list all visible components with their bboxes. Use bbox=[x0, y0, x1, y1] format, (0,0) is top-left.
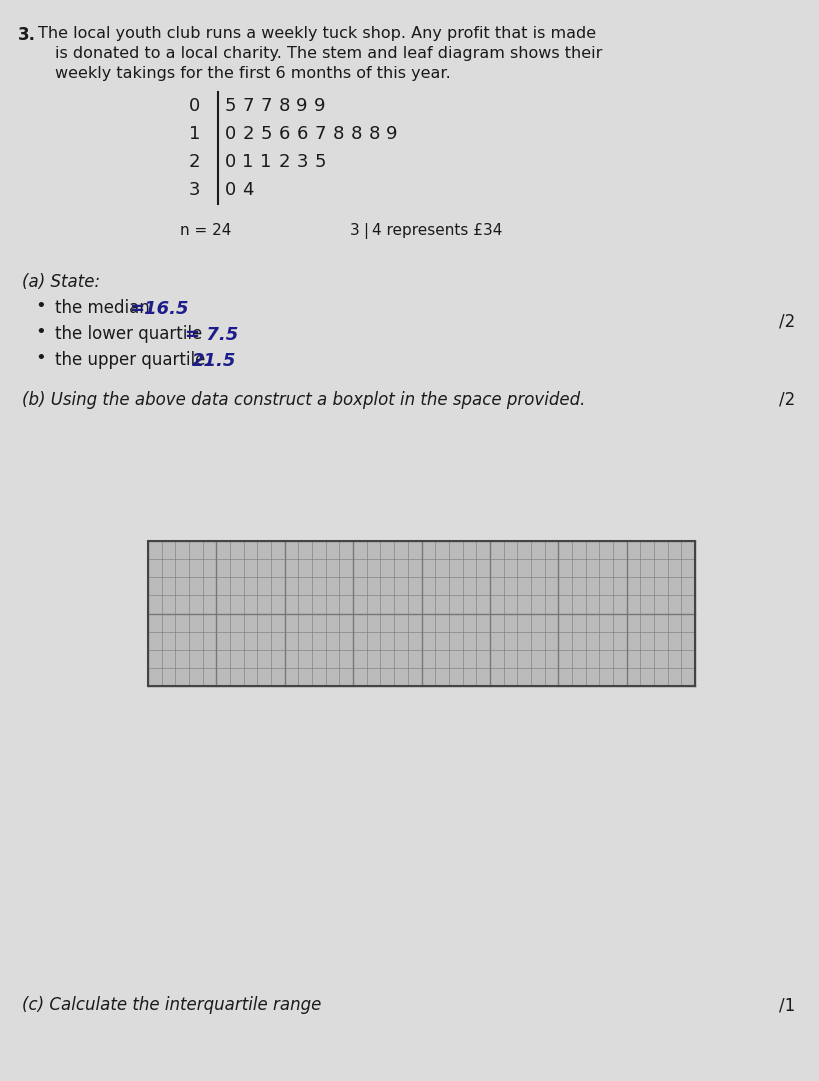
Text: 5: 5 bbox=[260, 125, 272, 143]
Text: 2: 2 bbox=[242, 125, 254, 143]
Text: 4: 4 bbox=[242, 181, 254, 199]
Text: 7: 7 bbox=[314, 125, 326, 143]
Text: 0: 0 bbox=[224, 154, 236, 171]
Text: The local youth club runs a weekly tuck shop. Any profit that is made: The local youth club runs a weekly tuck … bbox=[38, 26, 596, 41]
Text: 21.5: 21.5 bbox=[192, 352, 237, 370]
Text: /2: /2 bbox=[779, 313, 795, 331]
Text: 1: 1 bbox=[260, 154, 272, 171]
Text: 0: 0 bbox=[188, 97, 200, 115]
Text: 0: 0 bbox=[224, 125, 236, 143]
Text: the upper quartile.: the upper quartile. bbox=[55, 351, 210, 369]
Text: 6: 6 bbox=[278, 125, 290, 143]
Text: (c) Calculate the interquartile range: (c) Calculate the interquartile range bbox=[22, 996, 321, 1014]
Text: = 7.5: = 7.5 bbox=[185, 326, 238, 344]
Text: 7: 7 bbox=[242, 97, 254, 115]
Text: 3.: 3. bbox=[18, 26, 36, 44]
Bar bbox=[148, 540, 695, 686]
Text: 7: 7 bbox=[260, 97, 272, 115]
Text: 5: 5 bbox=[314, 154, 326, 171]
Text: 4 represents £34: 4 represents £34 bbox=[372, 223, 502, 238]
Text: •: • bbox=[35, 297, 47, 315]
Text: 2: 2 bbox=[278, 154, 290, 171]
Text: 8: 8 bbox=[333, 125, 344, 143]
Text: =16.5: =16.5 bbox=[129, 301, 188, 318]
Bar bbox=[148, 540, 695, 686]
Text: 8: 8 bbox=[278, 97, 290, 115]
Text: 9: 9 bbox=[387, 125, 398, 143]
Text: 3: 3 bbox=[296, 154, 308, 171]
Text: 3: 3 bbox=[351, 223, 360, 238]
Text: 1: 1 bbox=[242, 154, 254, 171]
Text: 6: 6 bbox=[296, 125, 308, 143]
Text: 8: 8 bbox=[369, 125, 380, 143]
Text: 9: 9 bbox=[296, 97, 308, 115]
Text: /2: /2 bbox=[779, 391, 795, 409]
Text: /1: /1 bbox=[779, 996, 795, 1014]
Text: 5: 5 bbox=[224, 97, 236, 115]
Text: •: • bbox=[35, 349, 47, 368]
Text: the lower quartile: the lower quartile bbox=[55, 325, 202, 343]
Text: weekly takings for the first 6 months of this year.: weekly takings for the first 6 months of… bbox=[55, 66, 450, 81]
Text: •: • bbox=[35, 323, 47, 341]
Text: 8: 8 bbox=[351, 125, 362, 143]
Text: is donated to a local charity. The stem and leaf diagram shows their: is donated to a local charity. The stem … bbox=[55, 46, 603, 61]
Text: 0: 0 bbox=[224, 181, 236, 199]
Text: (b) Using the above data construct a boxplot in the space provided.: (b) Using the above data construct a box… bbox=[22, 391, 586, 409]
Text: 9: 9 bbox=[314, 97, 326, 115]
Text: 3: 3 bbox=[188, 181, 200, 199]
Text: 1: 1 bbox=[188, 125, 200, 143]
Text: the median: the median bbox=[55, 299, 150, 317]
Text: 2: 2 bbox=[188, 154, 200, 171]
Text: |: | bbox=[363, 223, 368, 239]
Text: n = 24: n = 24 bbox=[180, 223, 232, 238]
Text: (a) State:: (a) State: bbox=[22, 273, 100, 291]
